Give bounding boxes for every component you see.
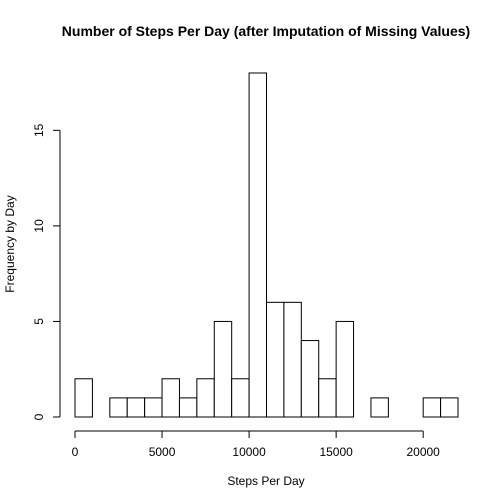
histogram-bar xyxy=(178,397,198,418)
histogram-bar xyxy=(74,378,93,418)
y-tick-label: 15 xyxy=(32,123,46,137)
x-axis: 0 5000 10000 15000 20000 xyxy=(72,430,440,459)
histogram-bar xyxy=(231,378,250,418)
bars-group xyxy=(74,72,459,418)
histogram-bar xyxy=(248,72,268,418)
histogram-bar xyxy=(335,320,355,418)
histogram-bar xyxy=(422,397,442,418)
histogram-bar xyxy=(196,378,215,418)
histogram-bar xyxy=(213,320,233,418)
x-tick-label: 20000 xyxy=(406,445,440,459)
y-tick-label: 0 xyxy=(32,413,46,420)
y-axis-label: Frequency by Day xyxy=(3,195,17,292)
x-tick-label: 5000 xyxy=(149,445,176,459)
x-tick-label: 0 xyxy=(72,445,79,459)
chart-title: Number of Steps Per Day (after Imputatio… xyxy=(62,23,470,39)
histogram-bar xyxy=(318,378,337,418)
y-axis: 0 5 10 15 xyxy=(32,123,61,420)
histogram-bar xyxy=(144,397,163,418)
x-axis-label: Steps Per Day xyxy=(227,474,304,488)
x-tick-label: 15000 xyxy=(319,445,353,459)
histogram-bar xyxy=(440,397,459,418)
y-tick-label: 5 xyxy=(32,318,46,325)
histogram-bar xyxy=(161,378,180,418)
histogram-bar xyxy=(370,397,389,418)
histogram-bar xyxy=(283,301,302,418)
histogram-bar xyxy=(300,340,320,418)
y-tick-label: 10 xyxy=(32,219,46,233)
x-tick-label: 10000 xyxy=(232,445,266,459)
histogram-bar xyxy=(109,397,128,418)
histogram-bar xyxy=(266,301,285,418)
histogram-bar xyxy=(126,397,146,418)
